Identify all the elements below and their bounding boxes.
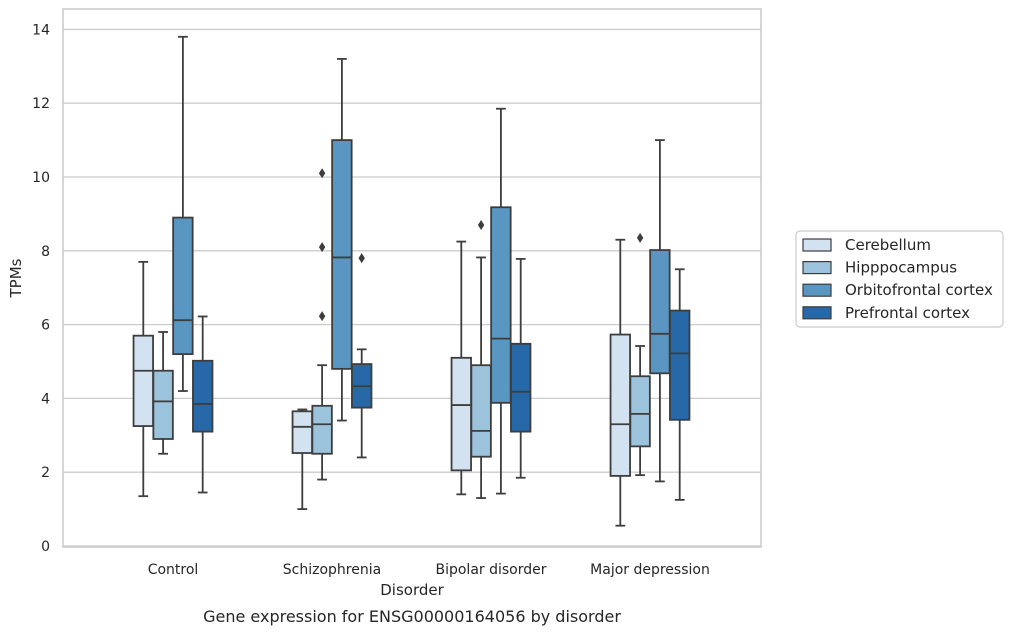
x-axis-title: Disorder <box>380 581 444 599</box>
y-tick-label: 4 <box>41 391 50 407</box>
legend-label: Prefrontal cortex <box>845 304 970 322</box>
y-tick-label: 12 <box>32 96 50 112</box>
box-hipppocampus <box>311 168 333 481</box>
box-iqr <box>291 410 313 454</box>
outlier-marker <box>358 253 365 264</box>
box-hipppocampus <box>629 232 651 477</box>
x-tick-label: Major depression <box>590 562 710 578</box>
outlier-marker <box>318 311 326 322</box>
legend-swatch <box>802 306 832 320</box>
box-iqr <box>132 334 154 427</box>
y-tick-label: 6 <box>41 318 50 334</box>
box-iqr <box>152 369 174 440</box>
legend-label: Cerebellum <box>845 236 931 254</box>
box-orbitofrontal-cortex <box>172 35 194 392</box>
box-cerebellum <box>450 240 472 496</box>
x-tick-label: Schizophrenia <box>283 562 381 578</box>
y-tick-label: 14 <box>32 22 50 38</box>
box-prefrontal-cortex <box>192 315 214 494</box>
box-prefrontal-cortex <box>351 253 373 459</box>
y-tick-label: 10 <box>32 170 50 186</box>
box-iqr <box>311 404 333 455</box>
y-tick-labels: 0 2 4 6 8 10 12 14 <box>32 22 50 555</box>
legend-swatch <box>802 238 832 252</box>
box-iqr <box>192 359 214 433</box>
box-iqr <box>669 309 691 421</box>
box-cerebellum <box>609 238 631 527</box>
y-axis-title: TPMs <box>7 258 25 298</box>
legend: Cerebellum Hipppocampus Orbitofrontal cort… <box>795 230 1004 328</box>
legend-frame <box>795 230 1004 328</box>
x-tick-label: Bipolar disorder <box>435 562 546 578</box>
x-tick-label: Control <box>148 562 199 578</box>
box-cerebellum <box>132 260 154 498</box>
box-cerebellum <box>291 408 313 511</box>
box-orbitofrontal-cortex <box>490 107 512 495</box>
x-tick-labels: Control Schizophrenia Bipolar disorder Majo… <box>148 562 710 578</box>
legend-swatch <box>802 283 832 297</box>
box-iqr <box>490 206 512 404</box>
box-hipppocampus <box>152 331 174 455</box>
box-iqr <box>172 216 194 356</box>
legend-label: Orbitofrontal cortex <box>845 281 993 299</box>
chart-caption: Gene expression for ENSG00000164056 by d… <box>203 607 621 626</box>
outlier-marker <box>318 168 326 179</box>
box-iqr <box>470 364 492 458</box>
outlier-marker <box>318 242 326 253</box>
y-tick-label: 0 <box>41 539 50 555</box>
outlier-marker <box>477 219 485 230</box>
box-prefrontal-cortex <box>669 268 691 501</box>
box-orbitofrontal-cortex <box>331 58 353 422</box>
box-hipppocampus <box>470 219 492 499</box>
box-prefrontal-cortex <box>510 258 532 479</box>
plot-frame <box>62 8 762 548</box>
box-iqr <box>450 356 472 472</box>
box-iqr <box>331 139 353 370</box>
legend-swatch <box>802 261 832 275</box>
box-groups <box>132 35 691 527</box>
box-iqr <box>510 342 532 433</box>
box-orbitofrontal-cortex <box>649 139 671 483</box>
y-tick-label: 8 <box>41 244 50 260</box>
box-iqr <box>609 333 631 477</box>
outlier-marker <box>636 232 644 243</box>
box-iqr <box>629 375 651 448</box>
box-iqr <box>649 249 671 375</box>
y-tick-label: 2 <box>41 465 50 481</box>
legend-label: Hipppocampus <box>845 259 957 277</box>
